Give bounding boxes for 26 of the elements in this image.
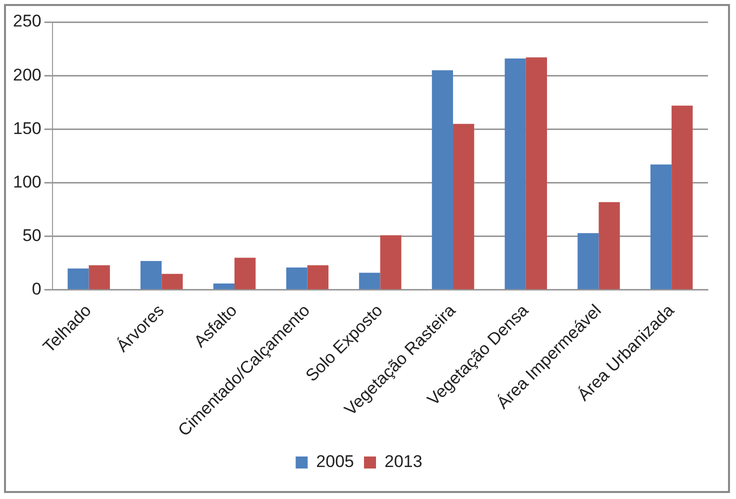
bar <box>140 261 162 290</box>
bar <box>359 272 380 290</box>
y-tick-label: 250 <box>12 12 42 31</box>
y-tick-label: 200 <box>12 65 42 84</box>
bar <box>598 202 620 290</box>
bar <box>578 233 599 290</box>
bar <box>526 57 548 290</box>
bar <box>234 258 256 290</box>
bar <box>650 164 672 290</box>
legend-label: 2013 <box>384 452 422 472</box>
legend-label: 2005 <box>316 452 354 472</box>
bar <box>286 267 308 290</box>
bar <box>672 106 693 290</box>
bar <box>453 124 474 290</box>
bar <box>162 274 183 290</box>
bar <box>88 265 110 290</box>
y-tick-label: 50 <box>22 226 42 246</box>
bar <box>380 235 402 290</box>
y-tick-label: 100 <box>12 172 42 192</box>
y-tick-label: 0 <box>32 280 42 299</box>
bar <box>213 284 234 290</box>
bar <box>307 265 328 290</box>
y-tick-label: 150 <box>12 118 42 138</box>
bar <box>432 70 454 290</box>
bar <box>68 268 89 290</box>
bar <box>504 58 526 290</box>
